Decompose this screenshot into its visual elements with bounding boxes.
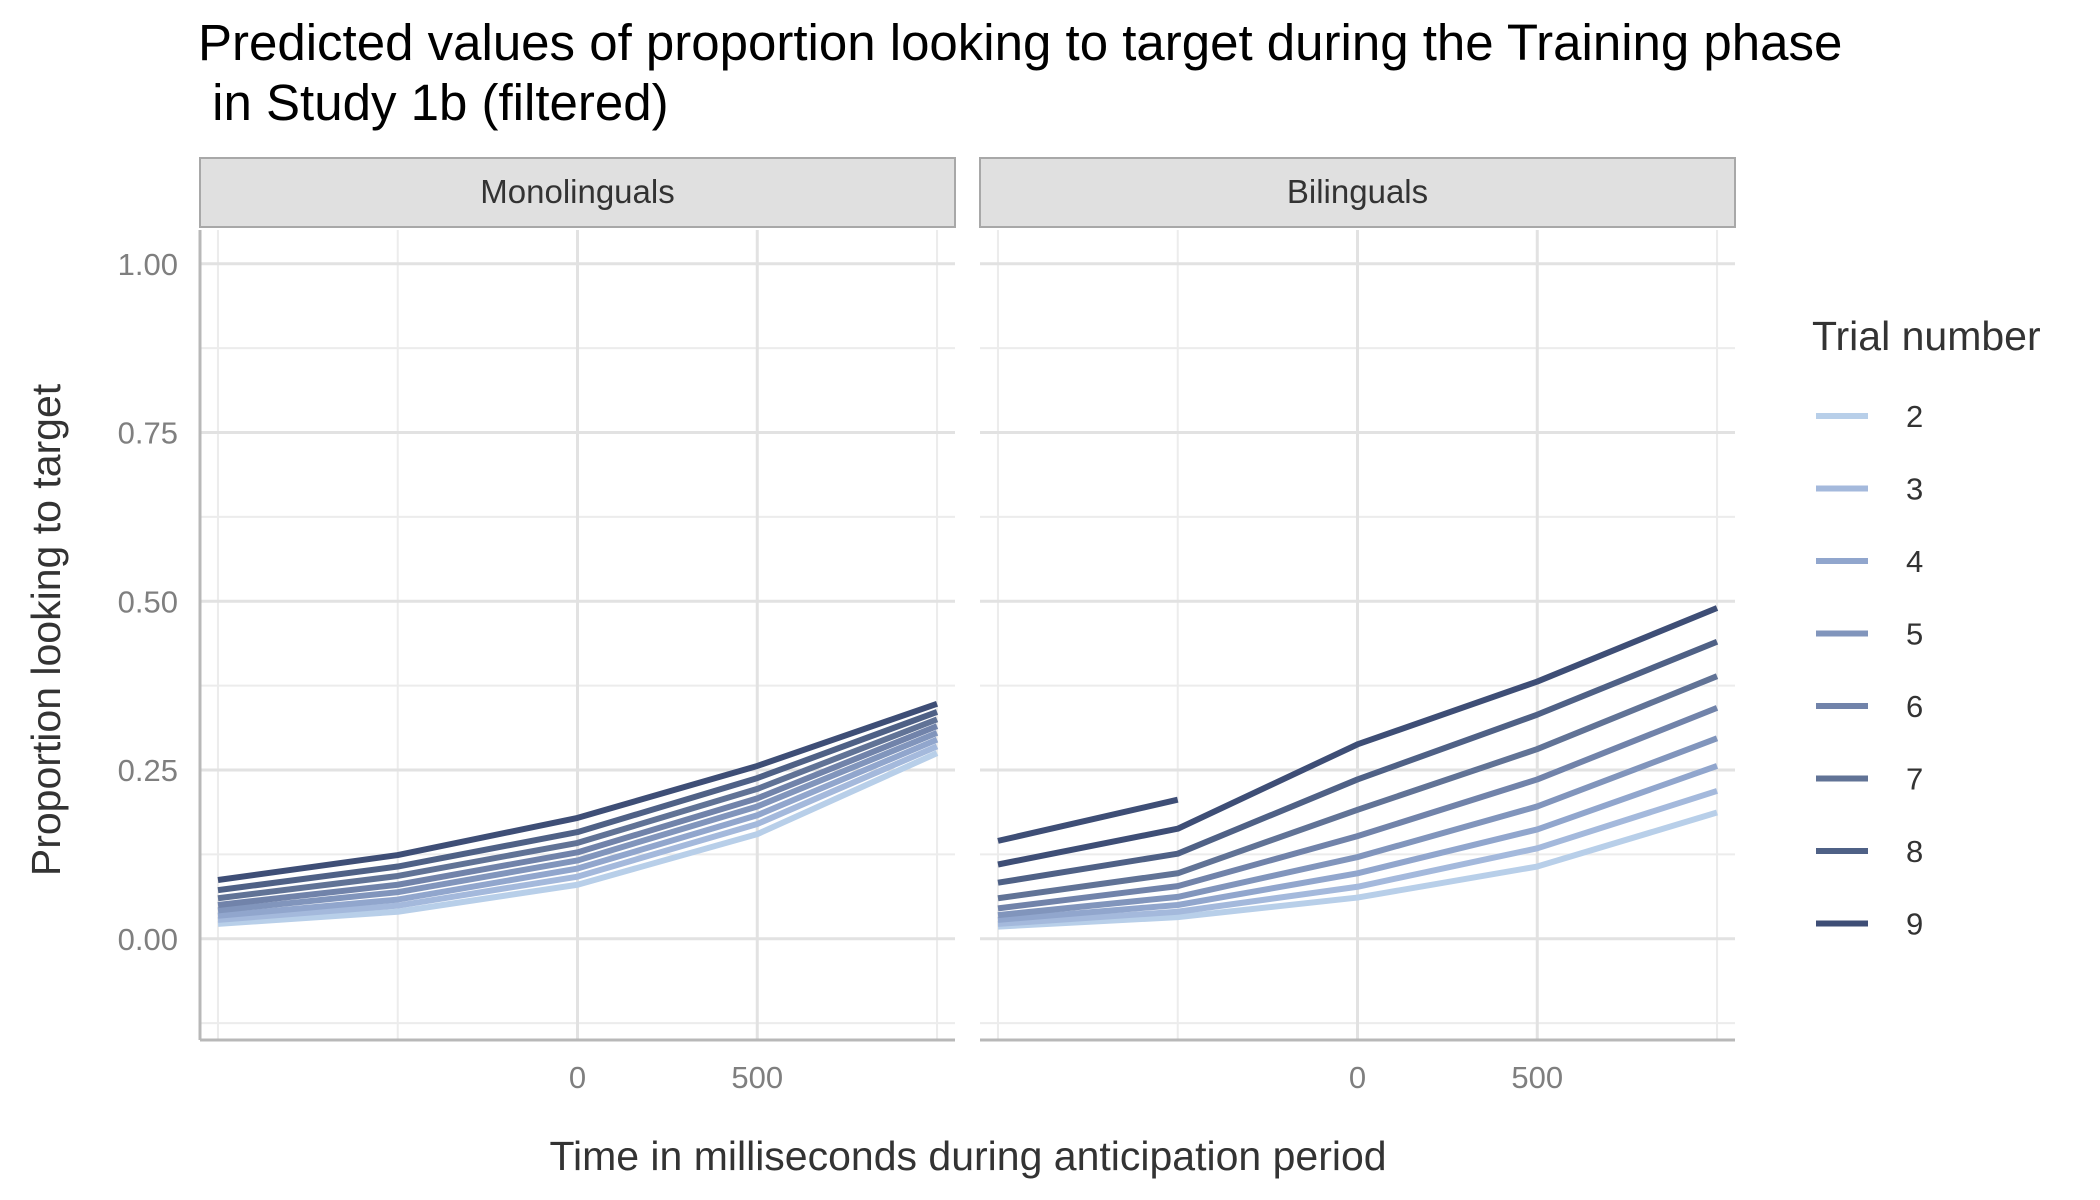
legend-label: 4 xyxy=(1906,544,1923,579)
y-tick-label: 0.75 xyxy=(118,416,178,451)
legend-item: 5 xyxy=(1816,617,1923,652)
facet-strip-label: Bilinguals xyxy=(1287,173,1428,210)
legend-label: 5 xyxy=(1906,617,1923,652)
x-axis-title: Time in milliseconds during anticipation… xyxy=(549,1133,1386,1179)
y-axis: 0.00 0.25 0.50 0.75 1.00 xyxy=(118,247,178,957)
legend-label: 9 xyxy=(1906,907,1923,942)
chart-title-line-1: Predicted values of proportion looking t… xyxy=(198,14,1842,71)
facet-panels: Monolinguals 0 500 Bilinguals 0 500 xyxy=(198,157,1736,1095)
series-line-trial-4 xyxy=(217,736,939,919)
legend-label: 8 xyxy=(1906,834,1923,869)
series-lines xyxy=(217,701,939,927)
series-line-trial-6 xyxy=(217,723,939,908)
x-tick-label: 0 xyxy=(1349,1060,1366,1095)
legend-item: 9 xyxy=(1816,907,1923,942)
legend-label: 7 xyxy=(1906,762,1923,797)
legend-item: 8 xyxy=(1816,834,1923,869)
series-line-trial-5 xyxy=(997,735,1719,919)
y-tick-label: 0.25 xyxy=(118,753,178,788)
legend-item: 2 xyxy=(1816,399,1923,434)
series-line-trial-3 xyxy=(997,788,1718,927)
series-line-trial-2 xyxy=(217,750,939,927)
facet-strip-label: Monolinguals xyxy=(480,173,674,210)
legend-label: 6 xyxy=(1906,689,1923,724)
series-line-trial-8 xyxy=(997,638,1719,886)
legend-items: 2 3 4 5 6 7 8 9 xyxy=(1816,399,1923,942)
x-tick-label: 0 xyxy=(569,1060,586,1095)
legend-item: 7 xyxy=(1816,762,1923,797)
chart-title: Predicted values of proportion looking t… xyxy=(198,14,1842,131)
legend: Trial number 2 3 4 5 6 7 8 9 xyxy=(1812,313,2041,942)
legend-label: 3 xyxy=(1906,472,1923,507)
series-line-trial-3 xyxy=(217,743,939,923)
x-tick-label: 500 xyxy=(1511,1060,1563,1095)
series-line xyxy=(997,796,1179,844)
series-line-trial-7 xyxy=(997,673,1719,902)
series-line-trial-9 xyxy=(217,701,939,883)
legend-item: 6 xyxy=(1816,689,1923,724)
y-axis-title: Proportion looking to target xyxy=(23,383,69,876)
legend-label: 2 xyxy=(1906,399,1923,434)
legend-item: 3 xyxy=(1816,472,1923,507)
series-line-trial-6 xyxy=(997,705,1719,912)
series-line-trial-8 xyxy=(217,709,939,894)
series-line-trial-4 xyxy=(997,763,1719,923)
series-lines xyxy=(997,605,1719,930)
facet-strip-background xyxy=(979,157,1736,228)
series-line-trial-7 xyxy=(217,716,939,902)
chart-title-line-2: in Study 1b (filtered) xyxy=(198,74,669,131)
facet-panel-monolinguals: Monolinguals 0 500 xyxy=(198,157,956,1095)
series-line-trial-2 xyxy=(997,809,1718,930)
legend-item: 4 xyxy=(1816,544,1923,579)
grid-lines xyxy=(980,230,1735,1040)
y-tick-label: 0.00 xyxy=(118,922,178,957)
facet-strip-background xyxy=(199,157,956,228)
facet-panel-bilinguals: Bilinguals 0 500 xyxy=(979,157,1736,1095)
y-tick-label: 0.50 xyxy=(118,584,178,619)
legend-title: Trial number xyxy=(1812,313,2041,359)
y-tick-label: 1.00 xyxy=(118,247,178,282)
series-line-trial-5 xyxy=(217,730,939,914)
x-tick-label: 500 xyxy=(731,1060,783,1095)
series-line-trial-9 xyxy=(997,605,1719,868)
